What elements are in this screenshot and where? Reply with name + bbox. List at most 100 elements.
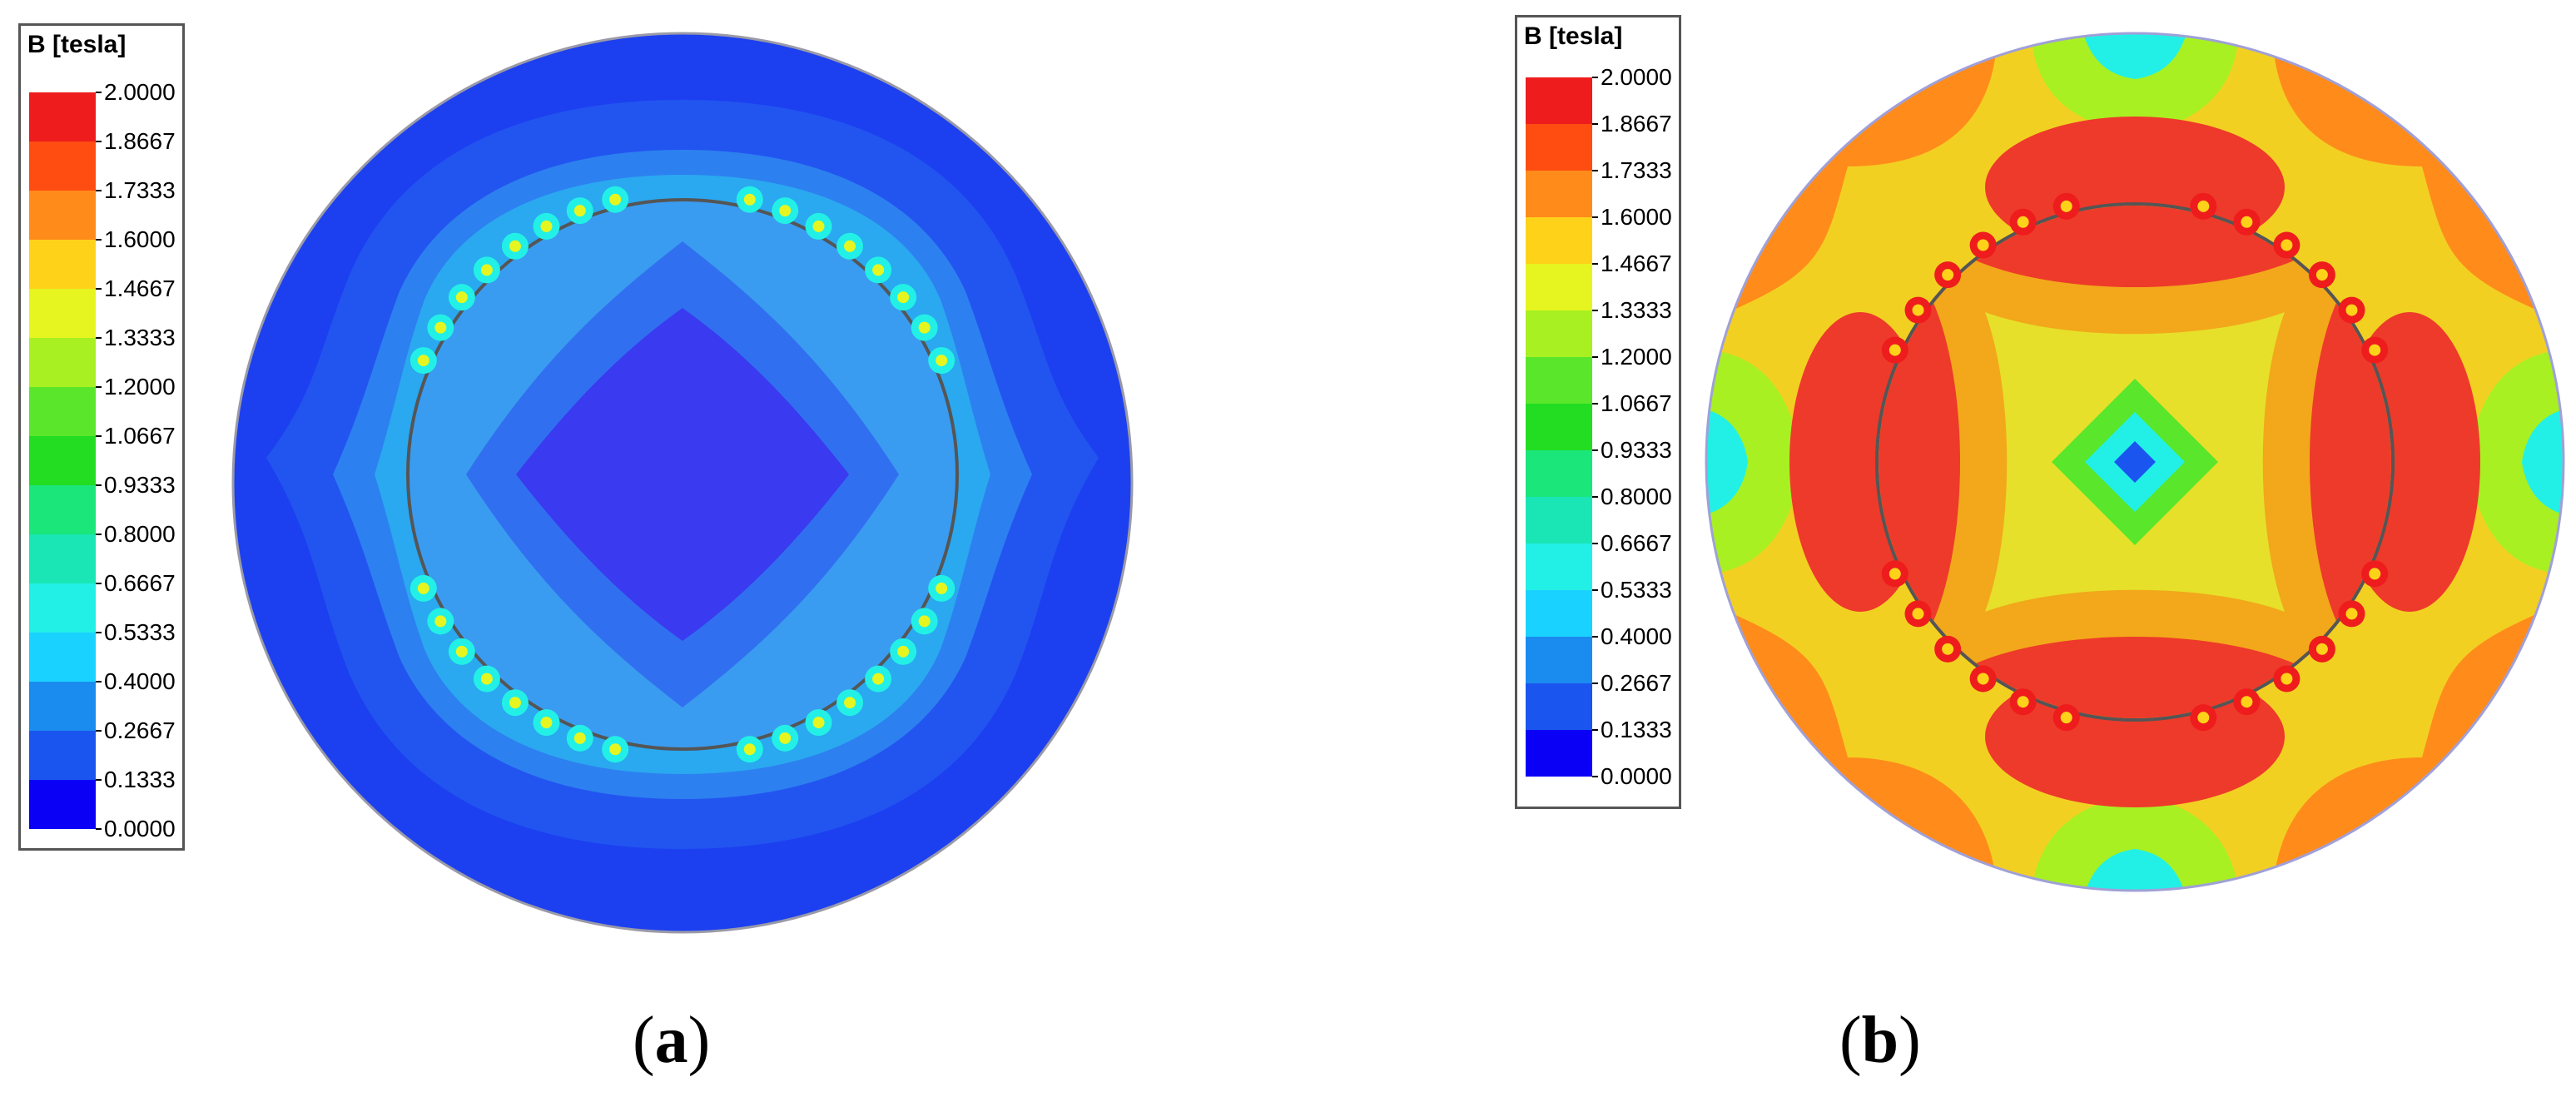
- legend-tick-label: 0.4000: [104, 668, 176, 694]
- slot-hotspot-core: [2241, 216, 2253, 228]
- slot-hotspot-core: [1977, 673, 1989, 685]
- colorbar-swatch: [29, 682, 96, 731]
- legend-tick-label: 1.6000: [1601, 204, 1672, 230]
- legend-tick-label: 0.2667: [1601, 670, 1672, 696]
- field-green-left-b: [1706, 350, 1802, 574]
- legend-tick-label: 1.8667: [1601, 111, 1672, 137]
- legend-tick-mark: [1592, 543, 1598, 544]
- slot-hotspot-core: [2060, 712, 2072, 724]
- legend-tick-mark: [1592, 403, 1598, 405]
- legend-tick-mark: [1592, 449, 1598, 451]
- field-green-right-b: [2468, 350, 2564, 574]
- legend-tick-label: 1.3333: [1601, 297, 1672, 323]
- legend-tick-mark: [1592, 356, 1598, 358]
- legend-tick-mark: [96, 386, 102, 388]
- field-cyan-left-b: [1706, 408, 1748, 516]
- colorbar-swatch: [29, 92, 96, 141]
- slot-hotspot-core: [455, 645, 468, 658]
- legend-tick-mark: [96, 239, 102, 241]
- legend-tick-mark: [1592, 776, 1598, 777]
- colorbar-swatch: [1526, 357, 1592, 404]
- colorbar-swatch: [1526, 264, 1592, 310]
- legend-tick-label: 2.0000: [104, 79, 176, 105]
- colorbar-swatch: [29, 141, 96, 191]
- legend-tick-label: 0.6667: [1601, 530, 1672, 556]
- legend-tick-label: 1.0667: [104, 423, 176, 449]
- legend-tick-mark: [96, 190, 102, 191]
- slot-hotspot-core: [897, 645, 910, 658]
- slot-hotspot-core: [2241, 696, 2253, 708]
- slot-hotspot-core: [779, 205, 792, 217]
- caption-a: (a): [633, 1004, 711, 1077]
- legend-tick-label: 0.5333: [1601, 577, 1672, 603]
- field-cyan-top-b: [2081, 33, 2189, 79]
- colorbar-swatch: [1526, 217, 1592, 264]
- slot-hotspot-core: [417, 582, 429, 594]
- slot-hotspot-core: [872, 673, 885, 685]
- legend-tick-label: 0.4000: [1601, 623, 1672, 649]
- legend-tick-label: 1.8667: [104, 128, 176, 154]
- legend-tick-label: 0.0000: [104, 816, 176, 841]
- legend-tick-label: 0.1333: [104, 767, 176, 792]
- rotor-center-blue-b: [2114, 441, 2156, 483]
- colorbar-swatch: [1526, 77, 1592, 124]
- slot-hotspot-core: [2345, 608, 2358, 620]
- slot-hotspot-core: [1912, 608, 1924, 620]
- slot-hotspot-core: [844, 697, 856, 709]
- legend-title-b: B [tesla]: [1524, 22, 1623, 50]
- legend-tick-label: 0.9333: [104, 472, 176, 498]
- slot-hotspot-core: [434, 615, 447, 628]
- caption-b: (b): [1839, 1004, 1921, 1077]
- slot-hotspot-core: [509, 240, 521, 252]
- legend-b: B [tesla] 2.0000 1.8667 1.7333 1.6000 1.4667…: [1515, 15, 1681, 809]
- colorbar-swatch: [1526, 637, 1592, 683]
- legend-tick-mark: [96, 141, 102, 142]
- legend-tick-mark: [1592, 123, 1598, 125]
- legend-tick-label: 0.6667: [104, 570, 176, 596]
- slot-hotspot-core: [779, 732, 792, 744]
- rotor-red-left-b: [1879, 254, 1960, 670]
- legend-tick-label: 1.2000: [1601, 344, 1672, 370]
- colorbar-b: [1526, 77, 1592, 777]
- field-plot-a: [231, 32, 1134, 934]
- slot-hotspot-core: [743, 193, 756, 206]
- legend-a: B [tesla] 2.0000 1.8667 1.7333 1.6000 1.4667…: [18, 23, 185, 851]
- slot-hotspot-core: [1942, 269, 1954, 281]
- colorbar-swatch: [1526, 450, 1592, 497]
- slot-hotspot-core: [1889, 568, 1901, 580]
- colorbar-swatch: [1526, 497, 1592, 544]
- slot-hotspot-core: [2197, 712, 2210, 724]
- colorbar-swatch: [1526, 590, 1592, 637]
- slot-hotspot-core: [2369, 568, 2381, 580]
- slot-hotspot-core: [434, 321, 447, 334]
- legend-tick-label: 1.7333: [1601, 157, 1672, 183]
- outer-boundary-b: [1705, 32, 2565, 892]
- legend-tick-label: 0.5333: [104, 619, 176, 645]
- slot-hotspot-core: [2281, 673, 2293, 685]
- legend-tick-mark: [96, 583, 102, 584]
- legend-tick-mark: [1592, 729, 1598, 731]
- field-cyan-right-b: [2522, 408, 2564, 516]
- slot-hotspot-core: [2345, 304, 2358, 316]
- slot-hotspot-core: [2369, 344, 2381, 356]
- slot-hotspot-core: [573, 732, 586, 744]
- slot-hotspot-core: [872, 264, 885, 276]
- legend-tick-mark: [96, 730, 102, 732]
- legend-tick-label: 0.0000: [1601, 763, 1672, 789]
- slot-hotspot-core: [480, 264, 493, 276]
- slot-hotspot-core: [609, 193, 622, 206]
- colorbar-a: [29, 92, 96, 829]
- colorbar-swatch: [29, 731, 96, 780]
- legend-tick-mark: [1592, 310, 1598, 311]
- legend-tick-mark: [96, 779, 102, 781]
- colorbar-swatch: [29, 485, 96, 534]
- legend-tick-mark: [96, 828, 102, 830]
- slot-hotspot-core: [936, 355, 948, 367]
- legend-tick-mark: [96, 288, 102, 290]
- slot-hotspot-core: [918, 615, 931, 628]
- panel-b: B [tesla] 2.0000 1.8667 1.7333 1.6000 1.4667…: [1286, 0, 2576, 1102]
- legend-tick-label: 0.8000: [1601, 484, 1672, 509]
- colorbar-swatch: [1526, 544, 1592, 590]
- slot-hotspot-core: [2197, 200, 2210, 212]
- panel-a: B [tesla] 2.0000 1.8667 1.7333 1.6000 1.4667…: [0, 0, 1286, 1102]
